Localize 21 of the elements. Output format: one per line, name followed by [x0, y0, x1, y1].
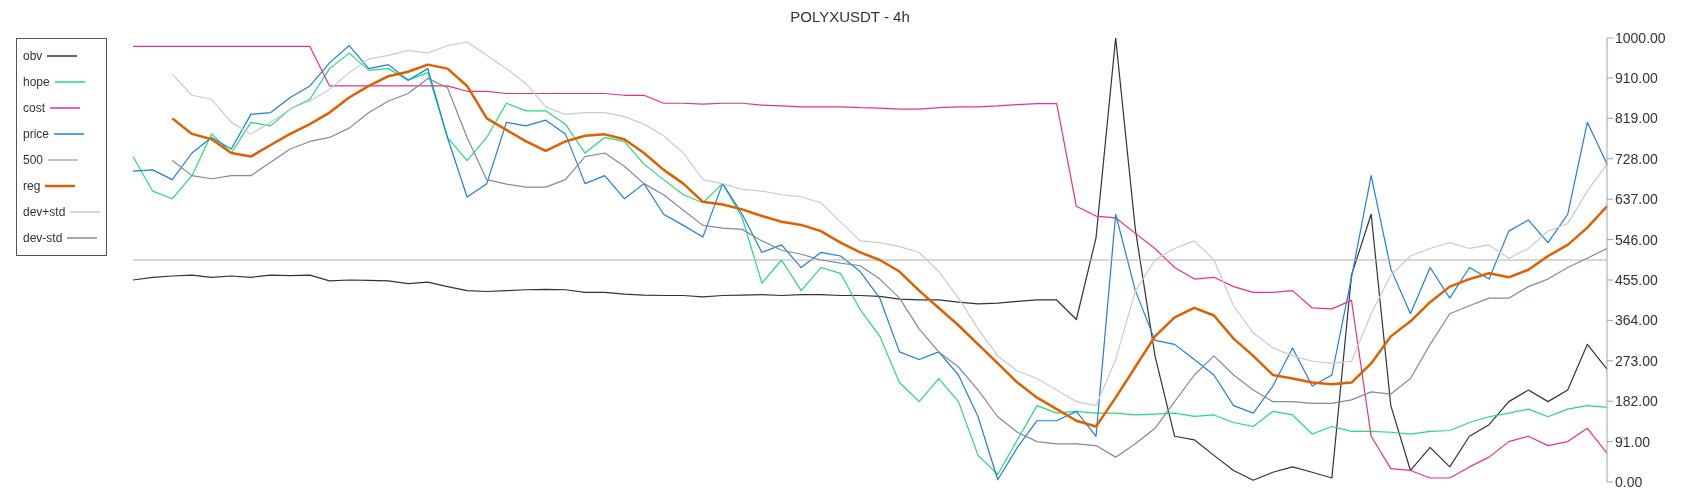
legend-label: 500 — [23, 153, 44, 167]
y-tick-label: 0.00 — [1615, 473, 1643, 490]
y-tick-label: 637.00 — [1615, 191, 1659, 208]
y-tick-label: 91.00 — [1615, 433, 1651, 450]
y-tick-label: 273.00 — [1615, 352, 1659, 369]
legend-label: dev+std — [23, 205, 66, 219]
legend-label: hope — [23, 75, 50, 89]
legend-label: reg — [23, 179, 41, 193]
y-tick-label: 182.00 — [1615, 393, 1659, 410]
y-tick-label: 546.00 — [1615, 231, 1659, 248]
legend-label: cost — [23, 101, 46, 115]
chart-title: POLYXUSDT - 4h — [789, 8, 911, 27]
legend-label: obv — [23, 49, 43, 63]
legend-label: dev-std — [23, 231, 63, 245]
y-tick-label: 455.00 — [1615, 271, 1659, 288]
y-tick-label: 819.00 — [1615, 110, 1659, 127]
y-tick-label: 910.00 — [1615, 69, 1659, 86]
legend-label: price — [23, 127, 50, 141]
y-tick-label: 1000.00 — [1615, 29, 1666, 46]
y-tick-label: 728.00 — [1615, 150, 1659, 167]
y-tick-label: 364.00 — [1615, 312, 1659, 329]
